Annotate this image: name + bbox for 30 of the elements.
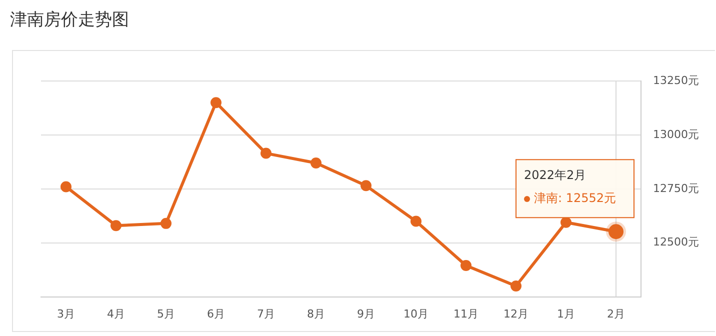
point (360, 180, 372, 192)
y-tick-label: 13250元 (653, 74, 699, 87)
chart-title: 津南房价走势图 (10, 9, 129, 31)
point (160, 218, 172, 229)
x-tick-label: 1月 (557, 307, 575, 320)
x-tick-label: 6月 (207, 307, 225, 320)
point (410, 216, 422, 227)
point (110, 220, 122, 232)
x-tick-label: 9月 (357, 307, 375, 320)
x-tick-label: 2月 (607, 307, 625, 320)
x-tick-label: 10月 (404, 307, 428, 320)
point (310, 158, 322, 169)
y-tick-label: 13000元 (653, 128, 699, 141)
y-tick-label: 12500元 (653, 236, 699, 249)
x-tick-label: 7月 (257, 307, 275, 320)
x-tick-label: 8月 (307, 307, 325, 320)
x-tick-label: 3月 (57, 307, 75, 320)
annotation: 2022年2月 (524, 168, 586, 182)
point (510, 280, 522, 292)
x-tick-label: 12月 (504, 307, 528, 320)
point (260, 148, 272, 159)
point (60, 181, 72, 192)
y-tick-label: 12750元 (653, 182, 699, 195)
x-tick-label: 5月 (157, 307, 175, 320)
annotation: 津南: 12552元 (534, 190, 616, 205)
x-tick-label: 4月 (107, 307, 125, 320)
point (210, 97, 222, 108)
point (560, 216, 572, 228)
x-tick-label: 11月 (454, 307, 478, 320)
point (460, 260, 472, 272)
